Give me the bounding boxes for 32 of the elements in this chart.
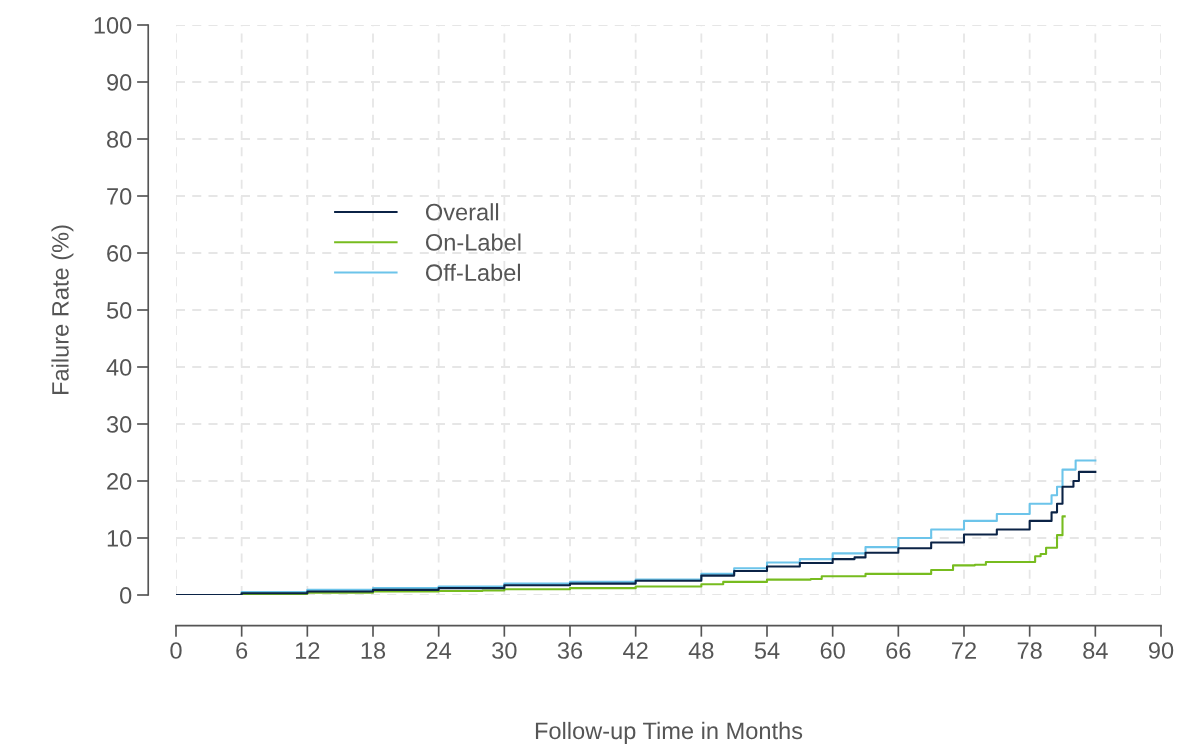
x-tick-label: 18 xyxy=(361,642,386,659)
y-tick-label: 0 xyxy=(120,587,132,604)
y-tick-label: 50 xyxy=(106,302,132,319)
y-axis-title: Failure Rate (%) xyxy=(51,225,74,394)
y-tick-label: 20 xyxy=(107,473,132,490)
x-tick-label: 0 xyxy=(170,642,182,659)
x-tick-label: 48 xyxy=(688,642,714,659)
legend-label: Overall xyxy=(425,203,499,221)
x-tick-label: 60 xyxy=(820,642,845,659)
y-tick-label: 10 xyxy=(107,530,132,547)
x-tick-label: 90 xyxy=(1148,642,1174,659)
x-tick-label: 72 xyxy=(952,642,976,659)
y-tick-label: 100 xyxy=(94,17,132,34)
legend-label: Off-Label xyxy=(425,263,520,282)
x-tick-label: 54 xyxy=(754,642,780,659)
y-tick-label: 70 xyxy=(107,188,132,205)
x-tick-label: 30 xyxy=(492,642,517,659)
y-tick-label: 80 xyxy=(107,131,132,148)
y-tick-label: 40 xyxy=(106,359,132,376)
legend-label: On-Label xyxy=(425,233,521,251)
y-tick-label: 30 xyxy=(106,416,132,433)
y-tick-label: 60 xyxy=(107,245,132,262)
x-axis-title: Follow-up Time in Months xyxy=(535,721,803,744)
x-tick-label: 84 xyxy=(1083,642,1108,659)
x-tick-label: 24 xyxy=(426,642,452,659)
x-tick-label: 78 xyxy=(1017,642,1042,659)
x-tick-label: 6 xyxy=(236,642,248,659)
x-tick-label: 66 xyxy=(886,642,911,659)
y-tick-label: 90 xyxy=(107,74,132,91)
x-tick-label: 42 xyxy=(623,642,648,659)
x-tick-label: 12 xyxy=(296,642,320,659)
x-tick-label: 36 xyxy=(557,642,583,659)
